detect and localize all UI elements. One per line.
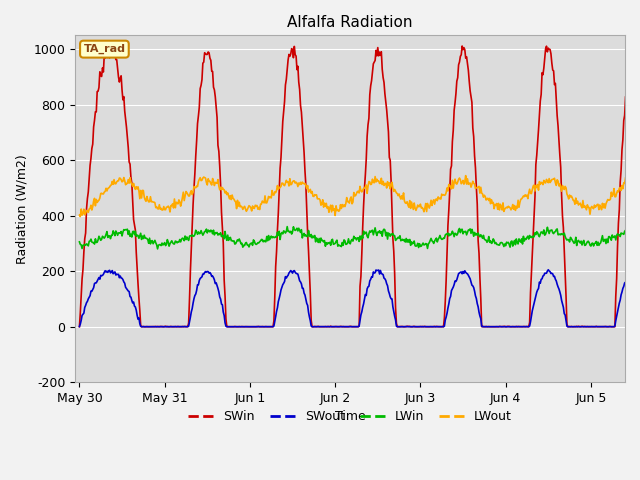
X-axis label: Time: Time bbox=[335, 410, 365, 423]
Title: Alfalfa Radiation: Alfalfa Radiation bbox=[287, 15, 413, 30]
Legend: SWin, SWout, LWin, LWout: SWin, SWout, LWin, LWout bbox=[183, 405, 517, 428]
Y-axis label: Radiation (W/m2): Radiation (W/m2) bbox=[15, 154, 28, 264]
Text: TA_rad: TA_rad bbox=[83, 44, 125, 54]
